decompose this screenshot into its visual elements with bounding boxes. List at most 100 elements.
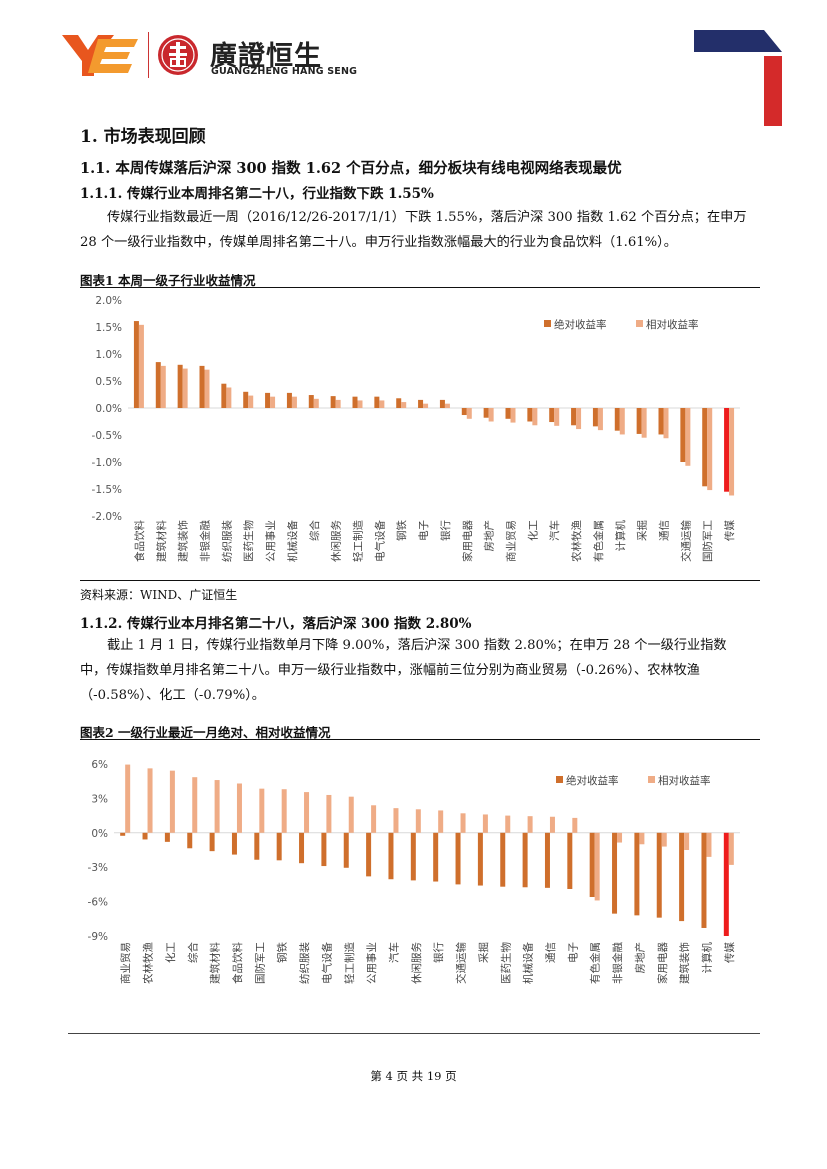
y-tick-label: 0.0% [95,403,122,415]
bar-absolute [410,832,416,881]
figure2-title: 图表2 一级行业最近一月绝对、相对收益情况 [80,725,331,740]
category-label: 通信 [545,942,557,963]
bar-absolute [612,832,618,914]
bar-absolute [352,396,358,408]
category-label: 传媒 [723,942,736,963]
category-label: 计算机 [700,942,713,974]
bar-absolute [120,832,126,836]
y-tick-label: 0% [91,828,108,840]
bar-relative [510,408,516,423]
category-label: 钢铁 [395,520,408,541]
category-label: 银行 [439,520,452,541]
category-label: 家用电器 [656,942,669,984]
category-label: 食品饮料 [133,520,146,562]
brand-name-cn: 廣證恒生 [210,41,322,72]
monthly-return-chart: 6% 3% 0% -3% -6% -9% 商业贸易 农林牧渔 化工 综合 建筑材料 食品饮料 国防军工钢… [88,759,740,984]
bar-absolute [658,408,664,435]
bar-relative [313,398,319,408]
category-label: 有色金属 [592,520,605,562]
bar-relative [597,408,603,431]
category-label: 电子 [566,942,579,963]
bar-absolute [614,408,620,431]
category-label: 银行 [432,942,445,963]
bar-absolute [505,408,511,419]
bar-absolute [133,321,139,408]
category-label: 计算机 [614,520,627,552]
bar-absolute [343,832,349,868]
y-tick-label: 3% [91,793,108,805]
footer-rule [68,1033,760,1034]
bar-relative [684,832,690,850]
bar-relative [204,369,210,408]
bar-relative [423,403,429,408]
category-label: 医药生物 [499,942,512,984]
category-label: 非银金融 [199,520,212,562]
paragraph-weekly: 传媒行业指数最近一周（2016/12/26-2017/1/1）下跌 1.55%，… [80,210,747,250]
bar-relative [125,764,131,833]
bar-relative [357,400,363,408]
bar-absolute [164,832,170,842]
y-tick-label: -1.5% [92,484,122,496]
bar-relative [236,783,242,833]
figure1-top-rule [80,287,760,288]
bar-relative [554,408,560,426]
category-label: 农林牧渔 [570,520,583,562]
category-label: 传媒 [723,520,736,541]
legend-swatch [544,320,551,327]
legend-label: 相对收益率 [646,318,699,331]
bar-absolute [461,408,467,416]
category-label: 轻工制造 [343,942,356,984]
section-heading-1: 1. 市场表现回顾 [80,127,206,147]
page-number: 第 4 页 共 19 页 [370,1069,457,1083]
figure1-bottom-rule [80,580,760,581]
figure2-top-rule [80,739,760,740]
bar-relative [482,814,488,833]
category-label: 汽车 [387,942,400,963]
bar-relative [532,408,538,426]
bar-relative [248,395,254,408]
bar-relative [169,770,175,833]
category-label: 农林牧渔 [142,942,155,984]
category-label: 纺织服装 [298,942,311,984]
bar-relative [348,796,354,833]
y-tick-label: 6% [91,759,108,771]
category-label: 有色金属 [589,942,602,984]
bar-absolute [656,832,662,918]
category-label: 商业贸易 [505,520,518,562]
bar-relative [527,816,533,833]
category-label: 采掘 [636,520,649,541]
legend-label: 绝对收益率 [566,774,619,787]
category-label: 休闲服务 [330,520,343,562]
bar-relative [401,402,407,408]
bar-relative [706,832,712,857]
category-label: 房地产 [483,520,496,552]
category-label: 公用事业 [365,942,378,984]
y-tick-label: -6% [88,897,108,909]
bar-relative [639,832,645,845]
bar-absolute [396,398,402,408]
bar-relative [182,368,188,408]
bar-absolute [254,832,260,860]
bar-absolute [589,832,595,898]
category-label: 电气设备 [320,942,333,984]
bar-absolute [308,395,314,408]
category-label: 综合 [186,942,199,963]
category-label: 建筑材料 [155,520,168,562]
bar-absolute [177,364,183,408]
bar-relative [460,813,466,833]
bar-relative [438,810,444,833]
bar-relative [281,789,287,833]
bar-relative [326,794,332,833]
category-label: 钢铁 [276,942,289,963]
legend-swatch [648,776,655,783]
bar-absolute [388,832,394,880]
y-tick-label: -9% [88,931,108,943]
bar-relative [707,408,713,491]
category-label: 综合 [308,520,321,541]
category-label: 公用事业 [264,520,277,562]
bar-absolute [199,365,205,408]
bar-absolute [321,832,327,867]
category-label: 国防军工 [253,942,266,984]
category-label: 化工 [526,520,539,541]
category-label: 医药生物 [242,520,255,562]
